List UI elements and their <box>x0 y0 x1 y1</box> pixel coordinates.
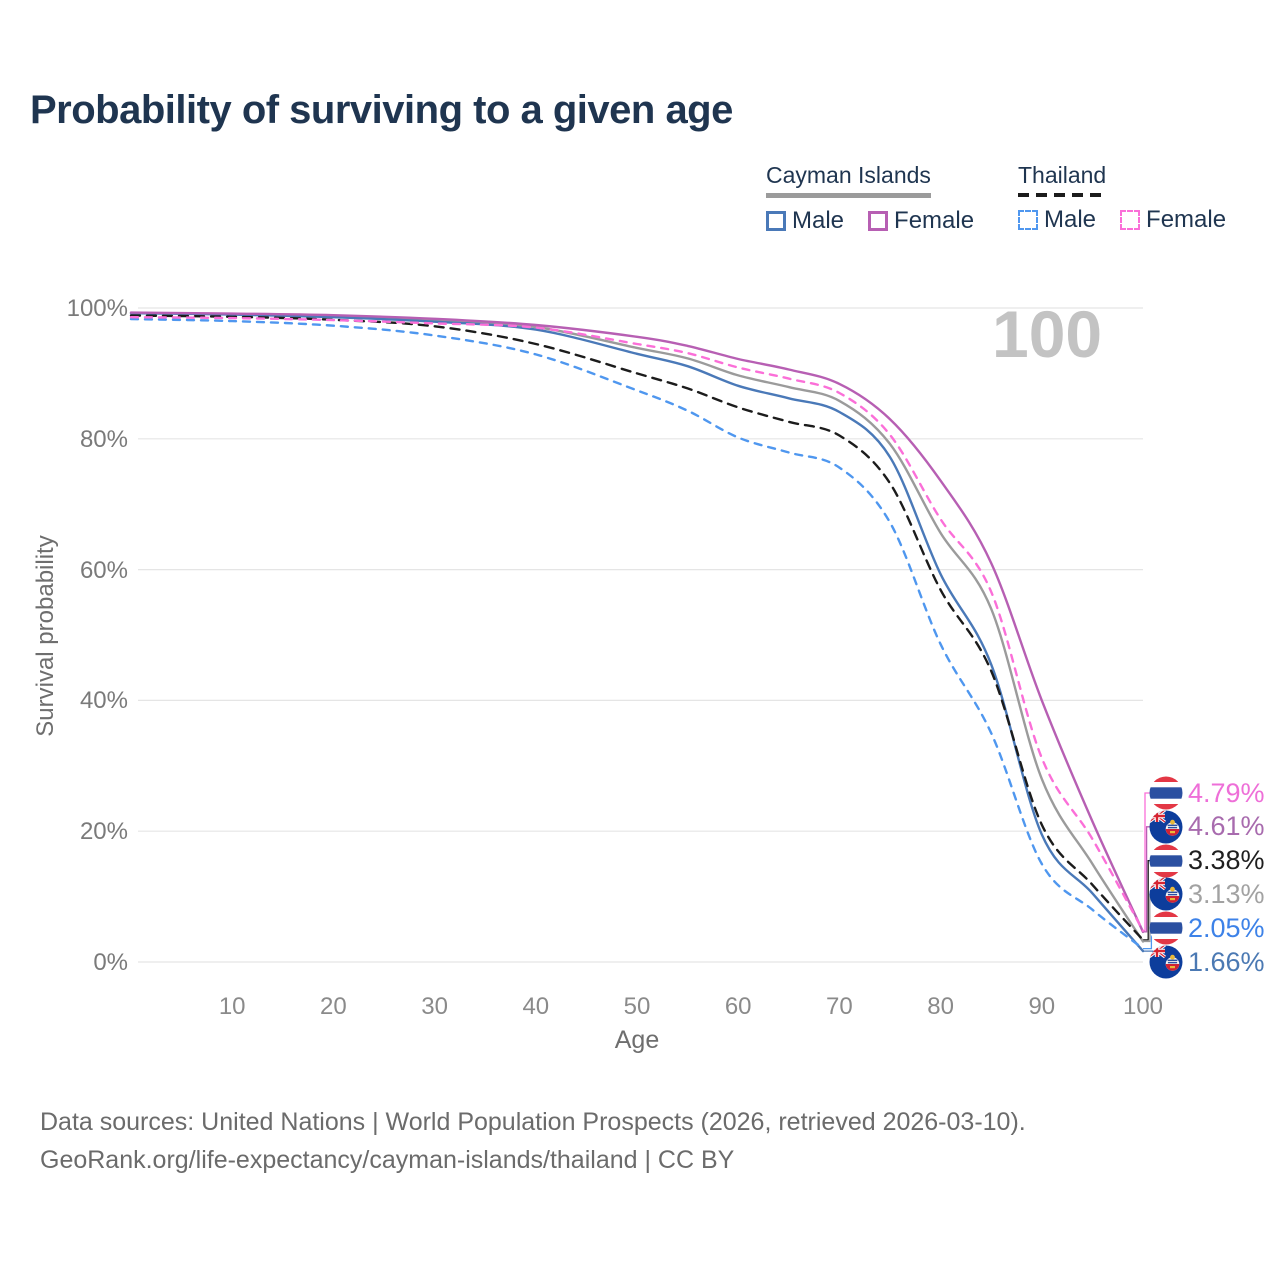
legend-label-thailand-female: Female <box>1146 206 1227 233</box>
legend-header-thailand: Thailand <box>1018 162 1107 197</box>
chart-title: Probability of surviving to a given age <box>30 88 733 132</box>
x-tick-label: 90 <box>1028 993 1056 1020</box>
y-tick-label: 20% <box>79 818 128 846</box>
series-line-th_m <box>129 317 1145 950</box>
footer-attribution: GeoRank.org/life-expectancy/cayman-islan… <box>40 1146 735 1174</box>
y-tick-label: 100% <box>66 295 128 322</box>
y-tick-label: 40% <box>79 687 128 715</box>
legend-item-thailand-female: Female <box>1120 206 1226 234</box>
cayman-female-swatch-icon <box>868 211 889 231</box>
legend-label-cayman-male: Male <box>792 207 845 234</box>
x-tick-label: 100 <box>1122 993 1164 1020</box>
legend-group-cayman: Cayman Islands Male Female <box>766 162 998 235</box>
x-axis-label: Age <box>614 1026 660 1054</box>
x-tick-label: 50 <box>623 993 651 1020</box>
legend-header-thailand-label: Thailand <box>1018 162 1107 188</box>
thailand-male-swatch-icon <box>1018 210 1038 230</box>
series-line-th_f <box>129 316 1145 932</box>
x-tick-label: 80 <box>927 993 954 1020</box>
cayman-islands-flag-icon <box>1149 810 1183 844</box>
legend-header-cayman-label: Cayman Islands <box>766 162 931 188</box>
legend-item-cayman-female: Female <box>868 207 974 235</box>
y-tick-label: 60% <box>79 556 128 584</box>
legend-header-cayman: Cayman Islands <box>766 162 931 198</box>
legend-item-thailand-male: Male <box>1018 206 1096 234</box>
legend-group-thailand: Thailand Male Female <box>1018 162 1250 234</box>
thailand-female-swatch-icon <box>1120 210 1141 230</box>
footer-data-sources: Data sources: United Nations | World Pop… <box>40 1108 1026 1136</box>
end-label-ci_m: 1.66% <box>1149 945 1265 979</box>
cayman-male-swatch-icon <box>766 211 786 231</box>
y-axis-label: Survival probability <box>32 535 59 737</box>
legend-underline-thailand <box>1018 193 1107 197</box>
end-label-value: 4.79% <box>1188 777 1265 808</box>
series-line-ci_f <box>129 311 1145 934</box>
y-tick-label: 0% <box>93 949 128 976</box>
end-label-ci_f: 4.61% <box>1149 810 1265 844</box>
end-label-value: 2.05% <box>1188 912 1265 943</box>
legend-item-cayman-male: Male <box>766 207 844 235</box>
legend-underline-cayman <box>766 193 931 198</box>
series-line-ci_o <box>129 311 1145 943</box>
end-label-value: 3.38% <box>1188 845 1265 876</box>
x-tick-label: 40 <box>522 993 550 1020</box>
y-tick-label: 80% <box>79 425 128 453</box>
end-label-value: 4.61% <box>1188 811 1265 842</box>
x-tick-label: 30 <box>421 993 448 1020</box>
x-tick-label: 60 <box>724 993 752 1020</box>
age-watermark: 100 <box>992 297 1103 371</box>
x-tick-label: 70 <box>826 993 853 1020</box>
end-label-value: 3.13% <box>1188 878 1265 909</box>
end-label-value: 1.66% <box>1188 946 1265 977</box>
legend-label-thailand-male: Male <box>1044 206 1097 233</box>
cayman-islands-flag-icon <box>1149 877 1183 911</box>
cayman-islands-flag-icon <box>1149 945 1183 979</box>
x-tick-label: 20 <box>320 993 347 1020</box>
thailand-flag-icon <box>1149 776 1183 810</box>
end-label-th_o: 3.38% <box>1149 844 1265 878</box>
thailand-flag-icon <box>1149 844 1183 878</box>
series-line-th_o <box>129 314 1145 942</box>
thailand-flag-icon <box>1149 911 1183 945</box>
series-line-ci_m <box>129 312 1145 953</box>
end-label-ci_o: 3.13% <box>1149 877 1265 911</box>
x-tick-label: 10 <box>218 993 246 1020</box>
end-label-th_f: 4.79% <box>1149 776 1265 810</box>
legend-label-cayman-female: Female <box>894 207 975 234</box>
end-label-th_m: 2.05% <box>1149 911 1265 945</box>
